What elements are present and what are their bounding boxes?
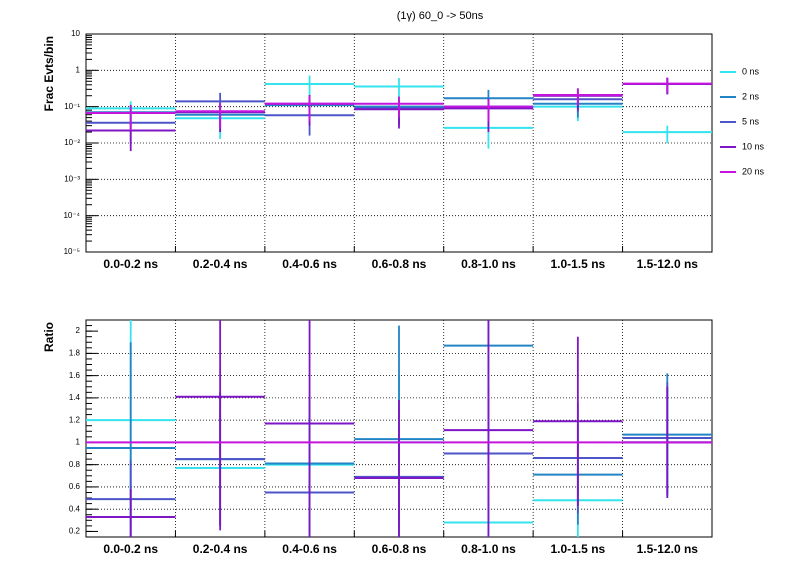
x-tick-label: 1.5-12.0 ns	[637, 542, 699, 556]
legend-label: 0 ns	[742, 66, 760, 76]
y-tick-label: 2	[76, 326, 81, 335]
x-tick-label: 1.0-1.5 ns	[551, 257, 606, 271]
y-tick-label: 10⁻²	[64, 138, 80, 147]
legend-label: 2 ns	[742, 91, 760, 101]
x-tick-label: 0.4-0.6 ns	[282, 542, 337, 556]
x-tick-label: 1.0-1.5 ns	[551, 542, 606, 556]
legend-label: 20 ns	[742, 166, 765, 176]
y-tick-label: 1.6	[69, 371, 81, 380]
x-tick-label: 0.2-0.4 ns	[193, 257, 248, 271]
x-tick-label: 0.0-0.2 ns	[103, 257, 158, 271]
x-tick-label: 0.6-0.8 ns	[372, 542, 427, 556]
y-tick-label: 10⁻⁴	[63, 211, 80, 220]
x-tick-label: 0.4-0.6 ns	[282, 257, 337, 271]
y-tick-label: 0.8	[69, 460, 81, 469]
series-group	[86, 75, 712, 152]
x-tick-label: 0.8-1.0 ns	[461, 542, 516, 556]
series-group	[86, 320, 712, 537]
chart-title: (1γ) 60_0 -> 50ns	[397, 10, 484, 22]
legend-label: 5 ns	[742, 116, 760, 126]
y-tick-label: 1	[76, 65, 81, 74]
y-tick-label: 0.2	[69, 527, 81, 536]
y-tick-label: 10⁻¹	[64, 102, 80, 111]
y-tick-label: 1.2	[69, 415, 81, 424]
y-tick-label: 10⁻⁵	[64, 247, 80, 256]
plot-frame	[85, 33, 713, 253]
x-tick-label: 1.5-12.0 ns	[637, 257, 699, 271]
y-tick-label: 0.6	[69, 482, 81, 491]
y-tick-label: 1.4	[69, 393, 81, 402]
legend-label: 10 ns	[742, 141, 765, 151]
x-tick-label: 0.0-0.2 ns	[103, 542, 158, 556]
x-tick-label: 0.8-1.0 ns	[461, 257, 516, 271]
y-tick-label: 10⁻³	[64, 174, 80, 183]
y-tick-label: 1.8	[69, 348, 81, 357]
y-tick-label: 10	[71, 29, 80, 38]
x-tick-label: 0.6-0.8 ns	[372, 257, 427, 271]
y-tick-label: 0.4	[69, 504, 81, 513]
y-tick-label: 1	[76, 438, 81, 447]
y-axis-label: Frac Evts/bin	[42, 36, 56, 111]
x-tick-label: 0.2-0.4 ns	[193, 542, 248, 556]
y-axis-label: Ratio	[42, 322, 56, 352]
